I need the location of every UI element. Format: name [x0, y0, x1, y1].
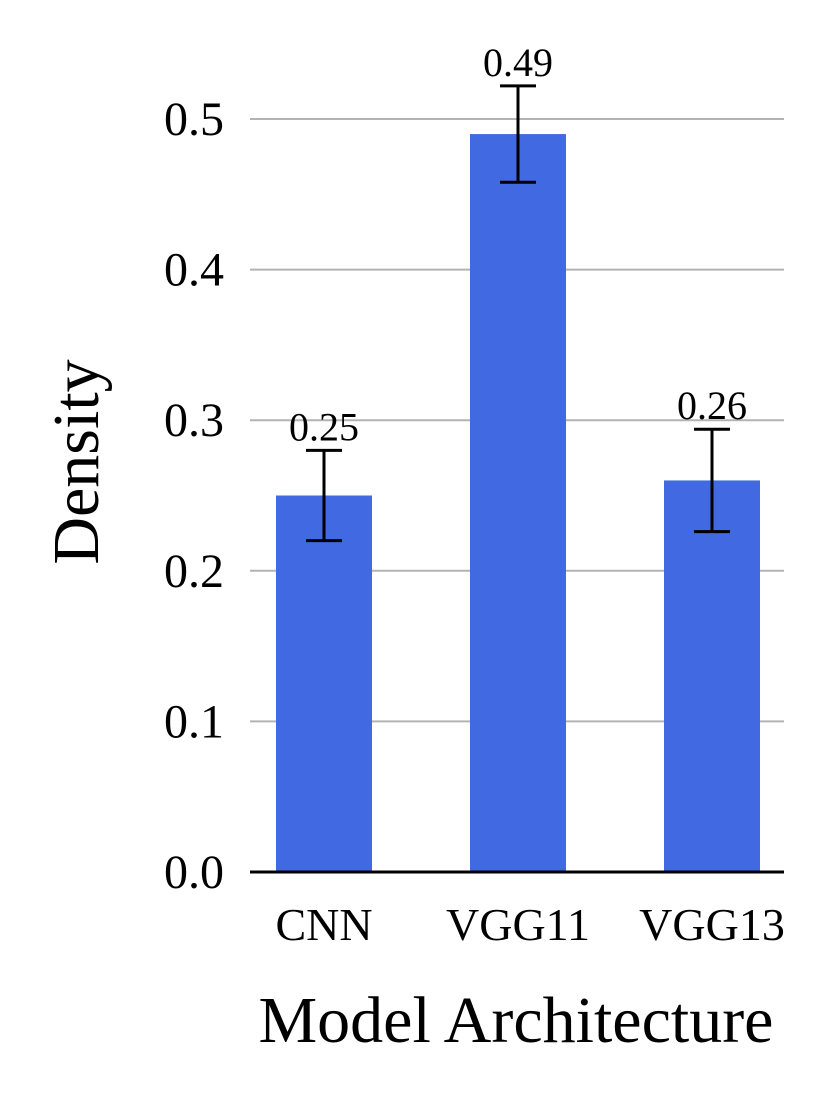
y-tick-label: 0.0 — [164, 846, 224, 899]
value-labels: 0.25 0.49 0.26 — [289, 40, 747, 449]
y-axis-title: Density — [40, 359, 113, 564]
y-tick-labels: 0.0 0.1 0.2 0.3 0.4 0.5 — [164, 93, 224, 899]
x-tick-label-vgg11: VGG11 — [446, 899, 590, 950]
value-label-vgg13: 0.26 — [677, 383, 747, 428]
y-tick-label: 0.2 — [164, 545, 224, 598]
y-tick-label: 0.5 — [164, 93, 224, 146]
y-tick-label: 0.3 — [164, 394, 224, 447]
x-tick-label-vgg13: VGG13 — [639, 899, 785, 950]
error-bar-cnn — [306, 448, 342, 543]
bar-vgg11 — [470, 134, 566, 872]
y-tick-label: 0.1 — [164, 695, 224, 748]
error-bars — [306, 84, 730, 543]
value-label-cnn: 0.25 — [289, 404, 359, 449]
x-tick-labels: CNN VGG11 VGG13 — [275, 899, 784, 950]
bar-cnn — [276, 495, 372, 872]
error-bar-vgg13 — [694, 427, 730, 534]
x-tick-label-cnn: CNN — [275, 899, 372, 950]
value-label-vgg11: 0.49 — [483, 40, 553, 85]
y-tick-label: 0.4 — [164, 244, 224, 297]
bars — [276, 134, 760, 872]
error-bar-vgg11 — [500, 84, 536, 184]
bar-vgg13 — [664, 480, 760, 872]
x-axis-title: Model Architecture — [259, 984, 774, 1057]
